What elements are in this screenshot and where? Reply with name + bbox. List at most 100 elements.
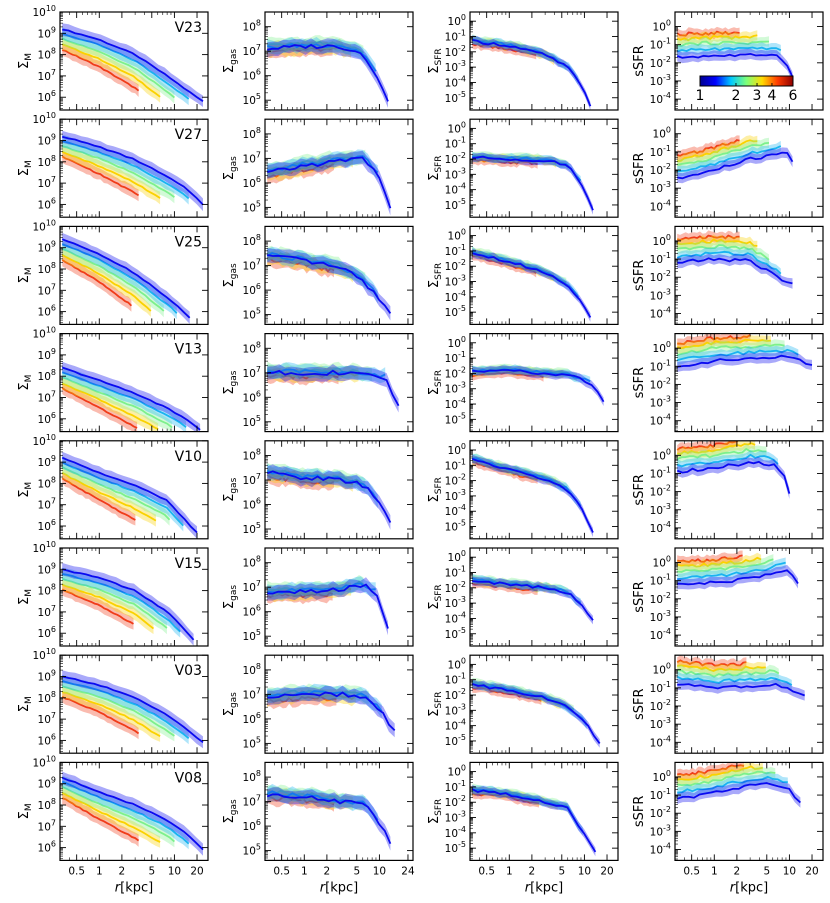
y-tick-label: 10-1 <box>445 243 466 258</box>
panel-V27-ssfr: 10-4 10-3 10-2 10-1 100 sSFR <box>632 118 824 218</box>
y-tick-label: 107 <box>243 258 261 273</box>
y-tick-label: 10-3 <box>650 823 671 838</box>
x-tick-label: 2 <box>529 865 536 877</box>
band-series-1 <box>472 248 591 322</box>
y-tick-label: 10-5 <box>445 411 466 426</box>
y-tick-label: 10-1 <box>445 565 466 580</box>
y-tick-label: 10-2 <box>445 794 466 809</box>
band-series-2 <box>472 679 587 730</box>
band-series-3 <box>62 460 170 526</box>
y-tick-label: 100 <box>653 340 671 355</box>
x-tick-label: 24 <box>401 865 415 877</box>
line-series-4 <box>61 471 157 522</box>
y-axis-label: Σgas <box>222 370 239 394</box>
y-tick-label: 10-5 <box>445 626 466 641</box>
line-series-5 <box>267 795 335 806</box>
panel-frame <box>674 118 824 218</box>
y-axis-label: ΣM <box>17 696 34 712</box>
x-axis-label: r[kpc] <box>730 880 768 895</box>
y-tick-label: 108 <box>243 340 261 355</box>
band-series-1 <box>267 577 388 636</box>
band-series-1 <box>62 771 204 856</box>
y-tick-label: 10-5 <box>445 519 466 534</box>
y-axis-label: sSFR <box>632 260 647 292</box>
band-series-1 <box>62 562 194 646</box>
plot-area <box>471 677 601 748</box>
line-series-4 <box>267 158 354 175</box>
y-tick-label: 10-1 <box>445 779 466 794</box>
y-tick-label: 10-2 <box>650 269 671 284</box>
plot-area <box>266 683 396 738</box>
plot-area <box>61 670 204 749</box>
y-tick-label: 107 <box>38 390 56 405</box>
band-series-1 <box>62 23 204 108</box>
panel-frame <box>469 118 619 218</box>
y-axis-label: ΣM <box>17 53 34 69</box>
line-series-3 <box>61 376 173 429</box>
line-series-2 <box>677 145 782 173</box>
y-tick-label: 10-3 <box>650 502 671 517</box>
y-tick-label: 109 <box>38 669 56 684</box>
panel-V27-sigma_gas: 105 106 107 108 Σgas <box>222 118 414 218</box>
line-series-1 <box>61 366 201 431</box>
y-tick-label: 10-3 <box>650 73 671 88</box>
plot-area <box>676 135 794 184</box>
panel-V15-ssfr: 10-4 10-3 10-2 10-1 100 sSFR <box>632 547 824 647</box>
line-series-3 <box>61 786 175 843</box>
x-tick-label: 2 <box>119 865 126 877</box>
y-tick-label: 10-4 <box>445 396 466 411</box>
line-series-5 <box>677 334 751 346</box>
line-series-2 <box>61 140 190 200</box>
line-series-3 <box>267 689 369 699</box>
y-tick-label: 10-3 <box>445 274 466 289</box>
x-tick-label: 0.5 <box>683 865 700 877</box>
line-series-5 <box>61 477 136 521</box>
plot-area <box>676 333 813 372</box>
x-tick-label: 20 <box>805 865 818 877</box>
panel-V25-sigma_m: 106 107 108 109 1010 ΣM V25 <box>17 218 209 325</box>
plot-area <box>676 440 791 499</box>
band-series-4 <box>677 135 758 167</box>
line-series-1 <box>61 568 195 641</box>
band-series-1 <box>472 365 604 406</box>
y-axis-label: ΣM <box>17 482 34 498</box>
band-series-1 <box>267 464 391 530</box>
line-series-2 <box>61 680 190 739</box>
line-series-4 <box>61 382 159 431</box>
y-tick-label: 105 <box>243 521 261 536</box>
galaxy-label: V13 <box>175 342 202 358</box>
plot-area <box>266 35 389 108</box>
x-tick-label: 0.5 <box>273 865 290 877</box>
line-series-1 <box>61 238 191 319</box>
y-tick-label: 10-2 <box>445 687 466 702</box>
y-axis-label: ΣM <box>17 267 34 283</box>
x-axis-label: r[kpc] <box>115 880 153 895</box>
line-series-4 <box>61 583 155 630</box>
y-tick-label: 10-2 <box>445 473 466 488</box>
y-tick-label: 105 <box>243 414 261 429</box>
y-axis-label: sSFR <box>632 581 647 613</box>
y-tick-label: 10-4 <box>445 182 466 197</box>
y-tick-label: 107 <box>243 472 261 487</box>
y-axis-label: sSFR <box>632 796 647 828</box>
x-tick-label: 0.5 <box>68 865 85 877</box>
x-tick-label: 10 <box>578 865 591 877</box>
line-series-4 <box>677 765 764 781</box>
plot-area <box>471 783 597 857</box>
band-series-1 <box>677 778 801 808</box>
y-tick-label: 10-2 <box>445 44 466 59</box>
line-series-3 <box>61 577 168 629</box>
x-tick-label: 1 <box>506 865 513 877</box>
line-series-1 <box>676 460 791 494</box>
y-tick-label: 10-2 <box>650 698 671 713</box>
y-tick-label: 10-5 <box>445 304 466 319</box>
line-series-1 <box>267 254 392 314</box>
line-series-1 <box>472 369 605 403</box>
panel-V13-ssfr: 10-4 10-3 10-2 10-1 100 sSFR <box>632 333 824 433</box>
y-tick-label: 10-5 <box>445 840 466 855</box>
y-tick-label: 100 <box>448 120 466 135</box>
y-tick-label: 107 <box>38 818 56 833</box>
y-tick-label: 108 <box>38 154 56 169</box>
